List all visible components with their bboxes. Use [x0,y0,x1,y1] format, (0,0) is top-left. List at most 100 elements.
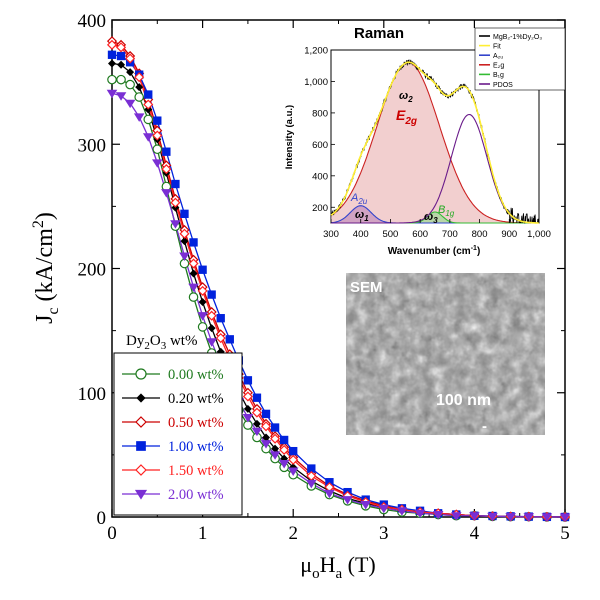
x-axis-label: μoHa (T) [300,552,375,582]
data-point [278,460,290,469]
data-point [134,92,144,102]
annot-a2u: A2u [350,192,368,206]
data-point [144,90,153,99]
data-point [106,39,118,50]
legend-marker [136,441,146,451]
data-point [171,179,180,189]
annot-w3: ω3 [424,211,438,225]
data-point [207,290,216,299]
data-point [450,512,462,521]
data-point [179,228,190,239]
raman-y-tick-label: 600 [312,140,328,151]
raman-legend-label: E₂g [493,63,504,70]
data-point [251,407,263,418]
data-point [541,513,553,522]
raman-y-tick-label: 200 [312,203,328,214]
legend-marker [136,393,146,403]
annot-w2: ω2 [399,90,413,104]
data-point [116,42,127,53]
raman-x-tick-label: 600 [412,229,428,240]
data-point [469,512,480,521]
data-point [243,404,252,413]
legend-box [113,352,243,516]
data-point [206,310,217,321]
data-point [342,496,353,505]
data-point [288,454,299,465]
raman-x-tick-label: 400 [353,229,369,240]
raman-x-tick-label: 900 [501,229,517,240]
data-point [125,53,136,64]
data-point [306,479,317,489]
data-point [180,237,189,246]
data-point [142,133,154,142]
y-tick-label: 300 [78,135,107,156]
data-point [188,258,199,269]
data-point [135,83,144,92]
raman-y-label: Intensity (a.u.) [284,105,295,169]
data-point [143,114,154,125]
data-point [152,159,163,168]
raman-legend-label: PDOS [493,82,513,89]
data-point [198,298,207,307]
data-point [487,512,498,522]
legend-marker [135,416,147,428]
data-point [261,409,271,419]
data-point [198,265,207,274]
raman-legend-label: B₁g [493,72,504,79]
data-point [523,513,535,522]
data-point [242,391,253,402]
data-point [189,269,198,278]
data-point [243,376,253,385]
data-point [133,113,145,122]
raman-y-tick-label: 1,000 [304,77,328,88]
data-point [252,393,262,402]
legend-label: 0.50 wt% [168,415,224,431]
y-tick-label: 200 [78,260,107,281]
y-tick-label: 400 [78,11,107,32]
data-point [225,335,234,344]
x-tick-label: 5 [560,523,570,544]
raman-legend-label: MgB₂-1%Dy₂O₃ [493,34,542,41]
legend-marker [135,464,147,476]
data-point [505,513,516,522]
raman-x-tick-label: 500 [382,229,398,240]
data-point [396,507,408,516]
sem-inset: SEM 100 nm - [346,273,545,435]
annot-w1: ω1 [355,209,369,223]
data-point [216,314,225,323]
raman-fit-curve [330,61,539,224]
data-point [124,99,136,109]
data-point [161,164,172,175]
data-point [115,92,127,101]
data-point [432,510,444,520]
raman-legend-label: A₂ᵤ [493,53,503,60]
data-point [125,79,135,90]
sem-title: SEM [350,279,383,296]
data-point [260,440,272,449]
raman-peak-curve [330,62,539,224]
data-point [107,50,117,59]
data-point [279,435,289,445]
data-point [143,99,154,110]
raman-x-tick-label: 700 [442,229,458,240]
legend-label: 2.00 wt% [168,487,224,503]
legend-title: Dy2O3 wt% [126,333,197,352]
data-point [152,130,163,141]
data-point [197,322,208,332]
data-point [106,89,118,99]
data-point [152,144,163,155]
annot-b1g: B1g [438,204,455,218]
legend-label: 0.20 wt% [168,391,224,407]
y-tick-label: 100 [78,384,107,405]
data-point [197,312,208,321]
annot-e2g: E2g [396,107,417,127]
data-point [153,116,162,125]
data-point [270,423,280,432]
data-point [170,197,181,208]
legend-marker [135,368,147,380]
y-tick-label: 0 [97,508,107,529]
data-point [287,467,299,476]
data-point [126,68,135,77]
data-point [279,444,290,455]
